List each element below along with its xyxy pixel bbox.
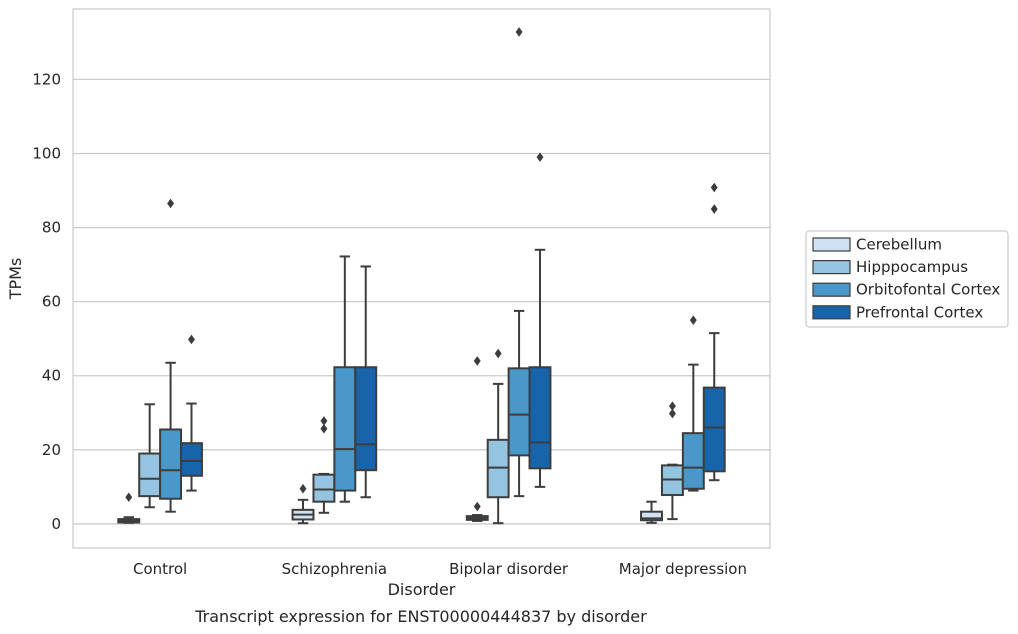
- y-tick-label: 100: [32, 144, 61, 162]
- legend: Cerebellum Hipppocampus Orbitofontal Corte…: [805, 230, 1009, 328]
- x-tick-label: Control: [133, 560, 187, 578]
- box-prefrontal-cortex: [180, 334, 203, 492]
- legend-frame: [805, 230, 1009, 328]
- outlier-point: [710, 182, 718, 193]
- plot-frame: [72, 8, 771, 549]
- iqr-box: [180, 442, 203, 477]
- outlier-point: [668, 408, 676, 419]
- box-orbitofontal-cortex: [507, 27, 531, 498]
- iqr-box: [333, 366, 357, 492]
- x-axis-label: Disorder: [388, 580, 456, 599]
- legend-swatch: [812, 237, 851, 252]
- outlier-point: [125, 492, 133, 503]
- box-prefrontal-cortex: [354, 265, 378, 499]
- x-tick-label: Bipolar disorder: [449, 560, 569, 578]
- iqr-box: [312, 473, 336, 503]
- legend-label: Cerebellum: [856, 236, 942, 254]
- box-prefrontal-cortex: [528, 152, 552, 488]
- boxes: [117, 27, 726, 525]
- outlier-point: [167, 198, 175, 209]
- legend-label: Hipppocampus: [856, 258, 968, 276]
- outlier-point: [320, 416, 328, 426]
- outlier-point: [473, 501, 481, 512]
- y-tick-label: 60: [42, 293, 61, 311]
- outlier-point: [473, 356, 481, 366]
- legend-label: Orbitofontal Cortex: [856, 281, 1000, 299]
- box-hipppocampus: [312, 416, 336, 514]
- iqr-box: [507, 367, 531, 457]
- y-tick-label: 40: [42, 367, 61, 385]
- box-orbitofontal-cortex: [681, 315, 705, 492]
- legend-swatch: [812, 260, 851, 275]
- y-axis-label: TPMs: [6, 258, 25, 301]
- box-hipppocampus: [486, 348, 510, 525]
- box-cerebellum: [291, 483, 315, 525]
- iqr-box: [681, 432, 705, 490]
- iqr-box: [640, 510, 663, 522]
- legend-label: Prefrontal Cortex: [856, 303, 983, 321]
- x-tick-label: Schizophrenia: [282, 560, 387, 578]
- y-tick-label: 120: [32, 70, 61, 88]
- box-orbitofontal-cortex: [333, 255, 357, 503]
- legend-swatch: [812, 282, 851, 297]
- outlier-point: [494, 348, 502, 359]
- y-tick-label: 0: [51, 515, 61, 533]
- outlier-point: [710, 204, 718, 214]
- x-tick-labels: Control Schizophrenia Bipolar disorder Majo…: [133, 560, 747, 578]
- outlier-point: [188, 334, 195, 345]
- iqr-box: [138, 452, 162, 498]
- y-tick-labels: 0 20 40 60 80 100 120: [32, 70, 61, 533]
- x-tick-label: Major depression: [619, 560, 747, 578]
- box-cerebellum: [465, 356, 489, 522]
- box-hipppocampus: [660, 401, 684, 521]
- outlier-point: [299, 483, 307, 494]
- box-prefrontal-cortex: [702, 182, 726, 482]
- outlier-point: [515, 27, 523, 37]
- chart-caption: Transcript expression for ENST0000044483…: [194, 607, 647, 626]
- outlier-point: [536, 152, 544, 162]
- iqr-box: [702, 386, 726, 473]
- legend-swatch: [812, 305, 851, 320]
- outlier-point: [320, 423, 328, 434]
- box-hipppocampus: [138, 403, 162, 509]
- iqr-box: [528, 366, 552, 470]
- outlier-point: [689, 315, 697, 325]
- y-tick-label: 20: [42, 441, 61, 459]
- box-cerebellum: [117, 492, 141, 524]
- box-orbitofontal-cortex: [159, 198, 183, 513]
- outlier-point: [668, 401, 676, 411]
- y-tick-label: 80: [42, 219, 61, 237]
- iqr-box: [159, 428, 183, 500]
- iqr-box: [354, 366, 378, 472]
- box-cerebellum: [640, 500, 663, 524]
